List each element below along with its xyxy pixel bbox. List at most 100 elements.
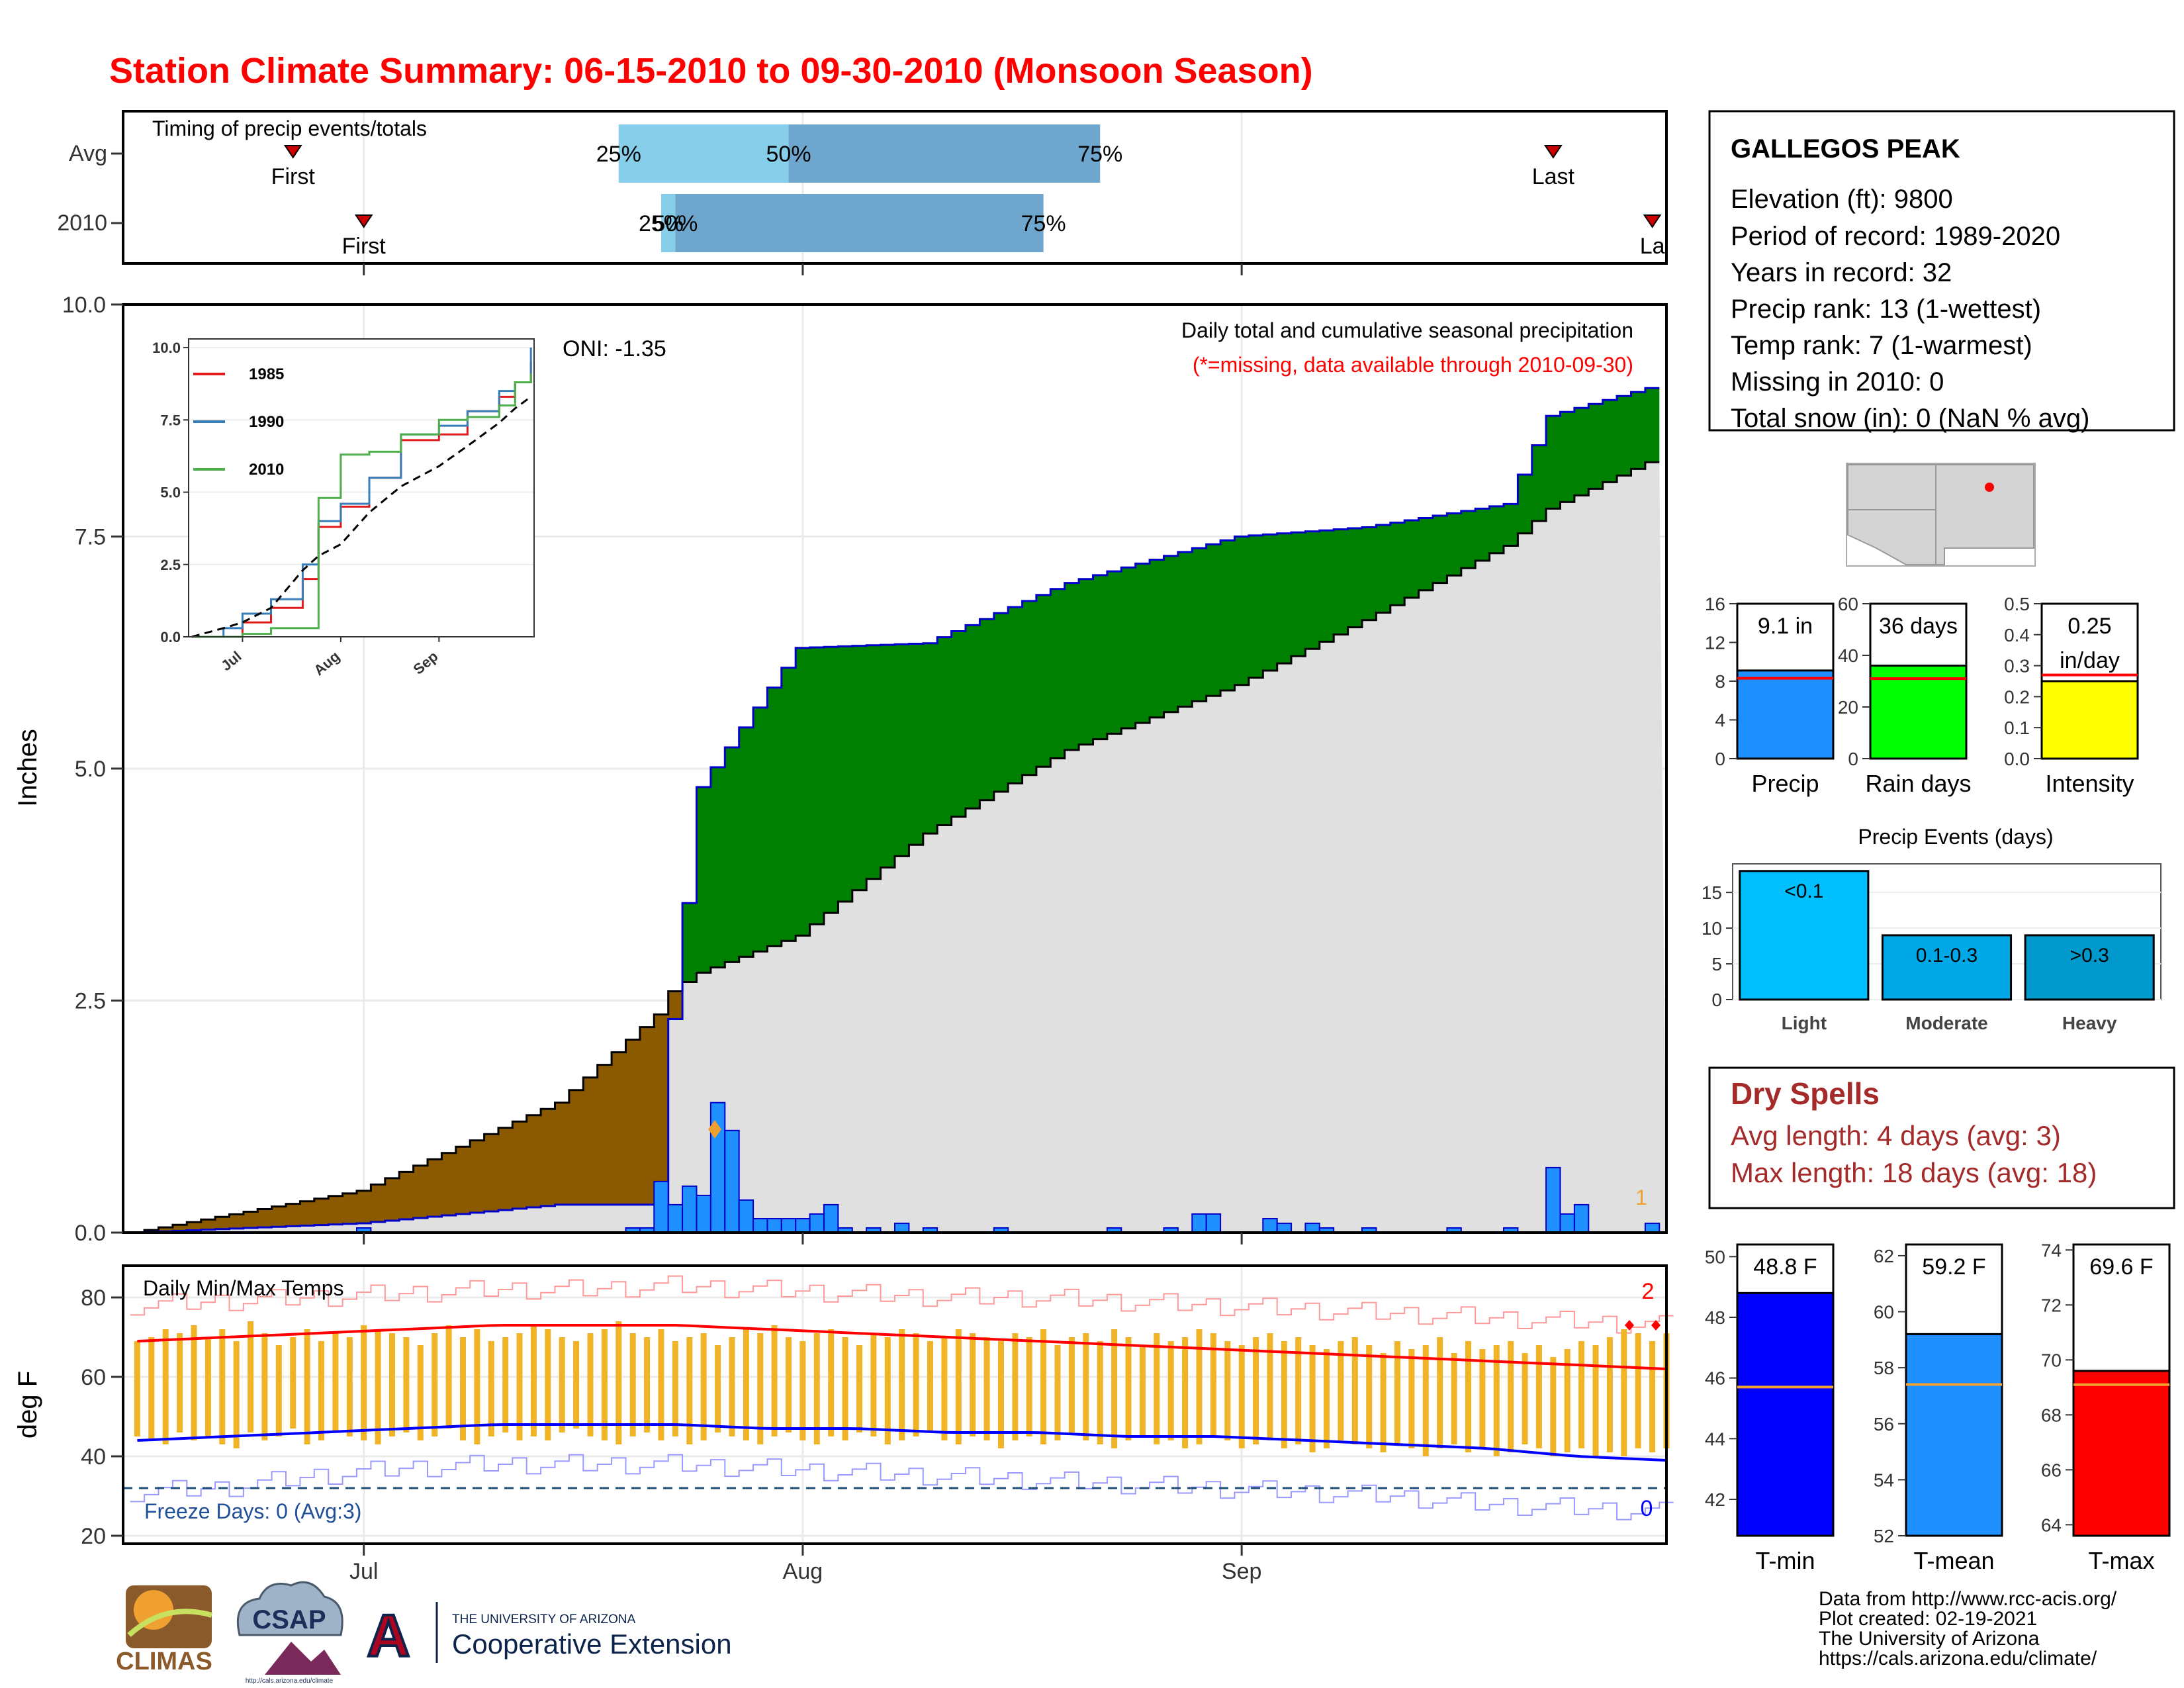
daily-temp-bar <box>1012 1333 1019 1440</box>
mini-y-tick-label: 52 <box>1874 1526 1894 1546</box>
y-tick-label: 0.0 <box>75 1221 106 1246</box>
timing-marker-first <box>283 145 302 159</box>
daily-temp-bar <box>870 1333 877 1436</box>
daily-precip-bar <box>809 1213 825 1233</box>
daily-temp-bar <box>1238 1345 1245 1448</box>
y-tick-label: 40 <box>81 1444 106 1470</box>
daily-temp-bar <box>233 1341 240 1448</box>
inset-series-line <box>191 396 532 638</box>
daily-temp-bar <box>1338 1341 1344 1440</box>
daily-precip-bar <box>823 1203 839 1234</box>
daily-temp-bar <box>729 1337 735 1436</box>
timing-title: Timing of precip events/totals <box>152 117 427 140</box>
events-y-tick-label: 0 <box>1711 990 1722 1010</box>
avg-tmax-line <box>137 1324 1667 1370</box>
daily-precip-bar <box>709 1102 726 1233</box>
daily-temp-bar <box>686 1337 693 1444</box>
ua-a-letter: A <box>367 1603 410 1669</box>
main-missing-note: (*=missing, data available through 2010-… <box>1193 353 1633 377</box>
daily-temp-bar <box>1366 1345 1373 1448</box>
daily-temp-bar <box>941 1337 948 1440</box>
timing-bar-25-50 <box>660 194 676 252</box>
daily-temp-bar <box>970 1333 976 1436</box>
mini-bar-value-label: 48.8 F <box>1753 1254 1817 1280</box>
mini-y-tick-label: 0.0 <box>2004 749 2030 769</box>
timing-pct-label: 25% <box>596 142 641 167</box>
daily-temp-bar <box>191 1325 197 1440</box>
mini-bar-value-label: in/day <box>2060 648 2120 673</box>
record-high-count: 2 <box>1642 1279 1655 1304</box>
timing-marker-last <box>1643 214 1662 228</box>
events-category: Light <box>1782 1013 1827 1033</box>
daily-temp-bar <box>1167 1341 1174 1440</box>
mini-y-tick-label: 0.5 <box>2004 594 2030 614</box>
mini-y-tick-label: 0.2 <box>2004 686 2030 707</box>
figure-title: Station Climate Summary: 06-15-2010 to 0… <box>109 51 1313 91</box>
events-bar <box>1739 870 1870 1001</box>
events-category: Moderate <box>1905 1013 1987 1033</box>
dry-spells-box: Dry Spells Avg length: 4 days (avg: 3) M… <box>1708 1066 2175 1209</box>
mini-y-tick-label: 48 <box>1705 1307 1725 1328</box>
csap-mountain-icon <box>265 1642 341 1675</box>
events-bar-label: 0.1-0.3 <box>1916 945 1978 966</box>
daily-temp-bar <box>672 1341 678 1436</box>
daily-precip-bar <box>667 1203 684 1234</box>
daily-temp-bar <box>587 1333 594 1436</box>
daily-temp-bar <box>786 1337 792 1432</box>
daily-precip-bar <box>795 1218 811 1233</box>
logos: CLIMAS CSAP http://cals.arizona.edu/clim… <box>116 1581 732 1685</box>
x-tick-label: Sep <box>1222 1559 1262 1584</box>
inset-y-tick-label: 7.5 <box>160 412 181 428</box>
daily-temp-bar <box>1097 1341 1103 1444</box>
daily-temp-bar <box>205 1337 211 1436</box>
record-high-line <box>130 1275 1674 1334</box>
daily-temp-bar <box>1437 1337 1443 1448</box>
mini-y-tick-label: 4 <box>1715 710 1725 731</box>
daily-temp-bar <box>1465 1341 1471 1452</box>
daily-temp-bar <box>1351 1337 1358 1444</box>
daily-temp-bar <box>332 1333 339 1432</box>
ua-line1: THE UNIVERSITY OF ARIZONA <box>452 1613 636 1626</box>
credit-line: The University of Arizona <box>1819 1628 2040 1650</box>
daily-temp-bar <box>1592 1345 1599 1456</box>
temp-y-label: deg F <box>13 1371 42 1438</box>
inset-legend-label: 2010 <box>249 461 284 479</box>
daily-temp-bar <box>1196 1329 1203 1444</box>
mini-y-tick-label: 54 <box>1874 1470 1894 1490</box>
daily-precip-bar <box>696 1194 711 1234</box>
timing-panel: Timing of precip events/totals Avg 2010 … <box>57 110 1668 265</box>
daily-temp-bar <box>1083 1333 1089 1440</box>
daily-temp-bar <box>1154 1333 1160 1444</box>
inset-y-tick-label: 0.0 <box>160 629 181 645</box>
mini-y-tick-label: 70 <box>2041 1350 2062 1370</box>
inset-legend-label: 1985 <box>249 365 284 383</box>
events-bar-label: >0.3 <box>2070 945 2109 966</box>
daily-temp-bar <box>856 1345 862 1432</box>
daily-temp-bar <box>813 1333 820 1444</box>
x-tick-label: Jul <box>349 1559 378 1584</box>
record-high-marker <box>1651 1320 1661 1331</box>
station-line: Temp rank: 7 (1-warmest) <box>1731 331 2032 360</box>
inset-frame <box>188 338 535 637</box>
timing-frame <box>122 110 1668 265</box>
mini-y-tick-label: 56 <box>1874 1414 1894 1434</box>
ua-logo: A THE UNIVERSITY OF ARIZONA Cooperative … <box>363 1602 732 1671</box>
mini-y-tick-label: 12 <box>1705 633 1725 653</box>
below-average-area <box>144 991 683 1233</box>
mini-y-tick-label: 20 <box>1838 697 1858 718</box>
mini-bar-category: T-min <box>1756 1547 1815 1574</box>
mini-bar-category: T-max <box>2088 1547 2154 1574</box>
timing-marker-first <box>354 214 373 228</box>
daily-temp-bar <box>275 1345 282 1436</box>
daily-temp-bar <box>743 1329 749 1440</box>
events-y-tick-label: 10 <box>1702 918 1722 939</box>
daily-temp-bar <box>219 1329 226 1444</box>
daily-temp-bar <box>389 1333 395 1436</box>
ua-line2: Cooperative Extension <box>452 1628 732 1660</box>
events-category: Heavy <box>2062 1013 2117 1033</box>
daily-precip-bar <box>1573 1203 1590 1234</box>
climas-swoosh-icon <box>127 1609 213 1637</box>
dry-spells-avg: Avg length: 4 days (avg: 3) <box>1731 1120 2061 1151</box>
daily-temp-bar <box>545 1329 551 1440</box>
